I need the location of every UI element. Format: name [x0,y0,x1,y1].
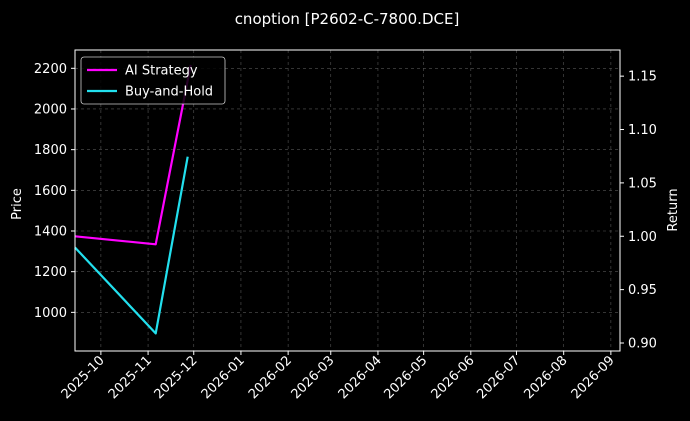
right-axis: 0.90 0.95 1.00 1.05 1.10 1.15 [620,70,657,351]
chart-title: cnoption [P2602-C-7800.DCE] [235,10,460,28]
left-tick-label: 1600 [34,184,67,199]
left-tick-label: 1400 [34,225,67,240]
legend-box [80,56,226,105]
left-tick-label: 2000 [34,102,67,117]
legend-label: Buy-and-Hold [125,85,213,100]
left-tick-label: 1200 [34,265,67,280]
right-tick-label: 1.15 [628,70,657,85]
left-tick-label: 1000 [34,306,67,321]
left-axis: 1000 1200 1400 1600 1800 2000 2200 [34,62,75,321]
legend-label: AI Strategy [125,64,198,79]
series-line-1 [74,156,189,335]
right-tick-label: 1.00 [628,230,657,245]
right-tick-label: 0.90 [628,336,657,351]
right-tick-label: 0.95 [628,283,657,298]
series-line-0 [74,64,192,246]
series-layer [74,64,192,335]
left-tick-label: 2200 [34,62,67,77]
left-axis-label: Price [10,188,25,220]
left-tick-label: 1800 [34,143,67,158]
right-tick-label: 1.05 [628,176,657,191]
plot-area-frame [74,49,621,352]
right-tick-label: 1.10 [628,123,657,138]
legend: AI Strategy Buy-and-Hold [80,56,226,105]
right-axis-label: Return [666,188,681,231]
